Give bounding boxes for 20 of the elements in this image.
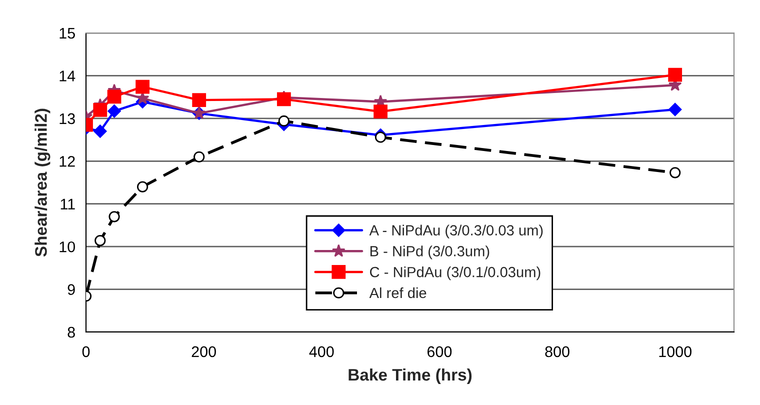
y-tick-label: 11: [60, 198, 75, 210]
y-tick-label: 14: [60, 70, 76, 82]
y-tick-label: 9: [68, 284, 75, 295]
y-tick-label: 12: [60, 156, 75, 167]
x-tick-label: 800: [545, 346, 570, 358]
y-tick-label: 15: [60, 28, 75, 39]
y-tick-label: 8: [68, 326, 75, 338]
x-tick-label: 1000: [659, 346, 692, 358]
x-tick-label: 400: [309, 346, 334, 358]
legend-label: B - NiPd (3/0.3um): [370, 246, 490, 260]
x-tick-label: 600: [427, 346, 452, 358]
y-axis-title: Shear/area (g/mil2): [34, 108, 50, 257]
x-axis-title: Bake Time (hrs): [348, 368, 472, 384]
legend-label: Al ref die: [369, 287, 426, 298]
y-tick-label: 10: [60, 241, 75, 252]
y-tick-label: 13: [60, 113, 75, 124]
x-tick-label: 200: [192, 346, 216, 358]
legend-label: A - NiPdAu (3/0.3/0.03 um): [369, 224, 543, 238]
legend-label: C - NiPdAu (3/0.1/0.03um): [370, 266, 540, 280]
x-tick-label: 0: [82, 346, 90, 358]
